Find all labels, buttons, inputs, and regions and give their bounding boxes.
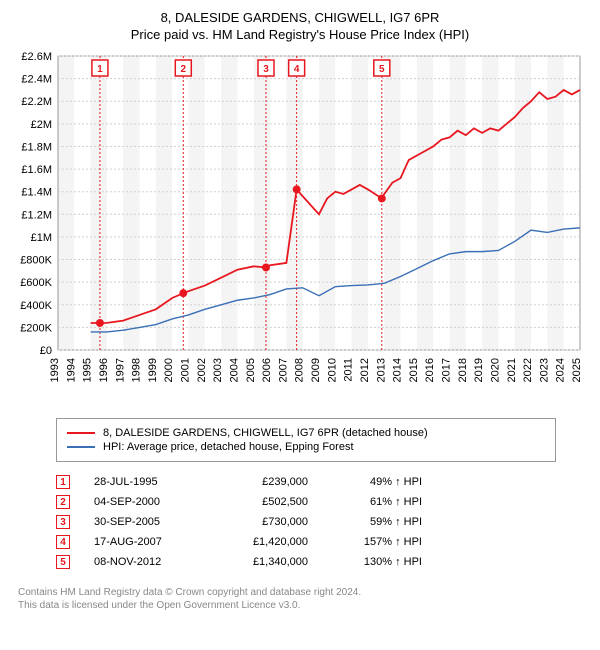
sale-pct: 61% ↑ HPI	[332, 496, 422, 508]
svg-text:2010: 2010	[326, 358, 338, 382]
page-title-line1: 8, DALESIDE GARDENS, CHIGWELL, IG7 6PR	[8, 10, 592, 25]
footer-line: This data is licensed under the Open Gov…	[18, 599, 582, 612]
sales-row: 3 30-SEP-2005 £730,000 59% ↑ HPI	[56, 512, 556, 532]
svg-text:1: 1	[97, 64, 103, 75]
svg-text:1993: 1993	[49, 358, 61, 382]
legend-label: HPI: Average price, detached house, Eppi…	[103, 441, 354, 453]
svg-text:£2.4M: £2.4M	[21, 74, 52, 86]
svg-text:2007: 2007	[277, 358, 289, 382]
legend: 8, DALESIDE GARDENS, CHIGWELL, IG7 6PR (…	[56, 418, 556, 462]
svg-text:£2.2M: £2.2M	[21, 96, 52, 108]
svg-text:3: 3	[263, 64, 269, 75]
svg-text:2019: 2019	[473, 358, 485, 382]
svg-text:1997: 1997	[114, 358, 126, 382]
sale-date: 28-JUL-1995	[94, 476, 194, 488]
sales-row: 4 17-AUG-2007 £1,420,000 157% ↑ HPI	[56, 532, 556, 552]
legend-label: 8, DALESIDE GARDENS, CHIGWELL, IG7 6PR (…	[103, 427, 428, 439]
svg-text:2: 2	[180, 64, 186, 75]
svg-text:£2M: £2M	[31, 119, 52, 131]
svg-text:2008: 2008	[294, 358, 306, 382]
sale-price: £239,000	[218, 476, 308, 488]
svg-text:1995: 1995	[82, 358, 94, 382]
svg-text:2016: 2016	[424, 358, 436, 382]
svg-text:£1M: £1M	[31, 232, 52, 244]
svg-text:4: 4	[294, 64, 300, 75]
svg-text:2017: 2017	[441, 358, 453, 382]
svg-text:£400K: £400K	[20, 300, 52, 312]
svg-text:1998: 1998	[131, 358, 143, 382]
sales-table: 1 28-JUL-1995 £239,000 49% ↑ HPI 2 04-SEP-200…	[56, 472, 556, 572]
sale-price: £1,340,000	[218, 556, 308, 568]
sale-marker-icon: 5	[56, 555, 70, 569]
svg-text:2002: 2002	[196, 358, 208, 382]
legend-item: 8, DALESIDE GARDENS, CHIGWELL, IG7 6PR (…	[67, 427, 545, 439]
svg-text:£1.6M: £1.6M	[21, 164, 52, 176]
svg-text:2005: 2005	[245, 358, 257, 382]
legend-swatch	[67, 432, 95, 434]
sale-date: 04-SEP-2000	[94, 496, 194, 508]
sale-price: £502,500	[218, 496, 308, 508]
svg-text:£1.2M: £1.2M	[21, 209, 52, 221]
sale-date: 17-AUG-2007	[94, 536, 194, 548]
sale-date: 30-SEP-2005	[94, 516, 194, 528]
footer-attribution: Contains HM Land Registry data © Crown c…	[18, 586, 582, 612]
svg-text:2024: 2024	[555, 358, 567, 382]
legend-item: HPI: Average price, detached house, Eppi…	[67, 441, 545, 453]
svg-text:2013: 2013	[375, 358, 387, 382]
svg-text:£2.6M: £2.6M	[21, 51, 52, 63]
price-chart: £0 £200K £400K £600K £800K £1M £1.2M £1.4M £1.6M…	[8, 50, 592, 410]
svg-text:2018: 2018	[457, 358, 469, 382]
svg-text:2012: 2012	[359, 358, 371, 382]
sale-marker-icon: 4	[56, 535, 70, 549]
page-title-line2: Price paid vs. HM Land Registry's House …	[8, 27, 592, 42]
svg-text:2015: 2015	[408, 358, 420, 382]
svg-text:£800K: £800K	[20, 255, 52, 267]
sale-price: £730,000	[218, 516, 308, 528]
svg-text:2004: 2004	[228, 358, 240, 382]
sale-marker-icon: 2	[56, 495, 70, 509]
svg-text:2000: 2000	[163, 358, 175, 382]
svg-text:1996: 1996	[98, 358, 110, 382]
svg-text:1999: 1999	[147, 358, 159, 382]
svg-text:£1.8M: £1.8M	[21, 141, 52, 153]
svg-text:2020: 2020	[489, 358, 501, 382]
svg-text:2021: 2021	[506, 358, 518, 382]
svg-text:2003: 2003	[212, 358, 224, 382]
sale-pct: 157% ↑ HPI	[332, 536, 422, 548]
legend-swatch	[67, 446, 95, 448]
sales-row: 1 28-JUL-1995 £239,000 49% ↑ HPI	[56, 472, 556, 492]
svg-text:2023: 2023	[538, 358, 550, 382]
svg-text:£0: £0	[40, 345, 52, 357]
sale-marker-icon: 3	[56, 515, 70, 529]
svg-text:2009: 2009	[310, 358, 322, 382]
svg-text:2025: 2025	[571, 358, 583, 382]
svg-text:£200K: £200K	[20, 322, 52, 334]
svg-text:2011: 2011	[343, 358, 355, 382]
sale-price: £1,420,000	[218, 536, 308, 548]
svg-text:£600K: £600K	[20, 277, 52, 289]
svg-text:2022: 2022	[522, 358, 534, 382]
sales-row: 5 08-NOV-2012 £1,340,000 130% ↑ HPI	[56, 552, 556, 572]
sale-pct: 49% ↑ HPI	[332, 476, 422, 488]
footer-line: Contains HM Land Registry data © Crown c…	[18, 586, 582, 599]
svg-text:1994: 1994	[65, 358, 77, 382]
sale-date: 08-NOV-2012	[94, 556, 194, 568]
sales-row: 2 04-SEP-2000 £502,500 61% ↑ HPI	[56, 492, 556, 512]
svg-text:£1.4M: £1.4M	[21, 187, 52, 199]
sale-pct: 59% ↑ HPI	[332, 516, 422, 528]
svg-text:2006: 2006	[261, 358, 273, 382]
sale-marker-icon: 1	[56, 475, 70, 489]
svg-text:5: 5	[379, 64, 385, 75]
sale-pct: 130% ↑ HPI	[332, 556, 422, 568]
svg-text:2014: 2014	[392, 358, 404, 382]
svg-text:2001: 2001	[180, 358, 192, 382]
